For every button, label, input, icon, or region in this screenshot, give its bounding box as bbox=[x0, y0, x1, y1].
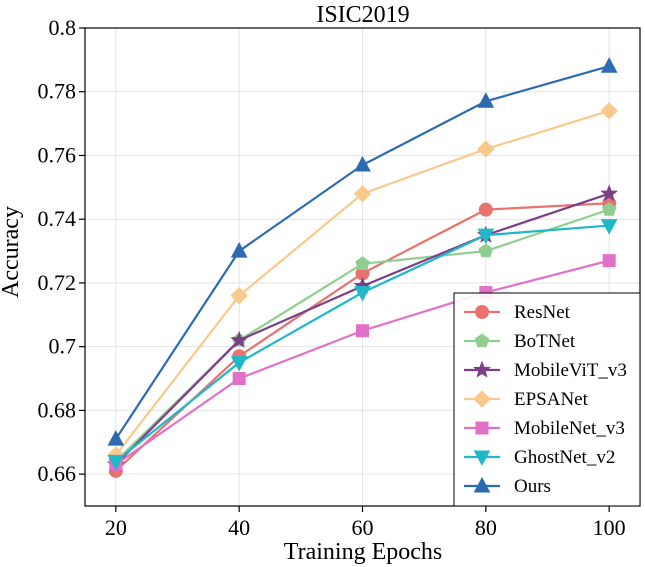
legend-label: ResNet bbox=[514, 302, 571, 323]
data-point-epsanet bbox=[477, 140, 495, 158]
data-point-ghostnet-v2 bbox=[600, 219, 618, 235]
x-axis-ticks: 20 40 60 80 100 bbox=[105, 506, 626, 540]
legend-marker-ours bbox=[473, 476, 491, 493]
data-point-botnet bbox=[601, 202, 617, 216]
y-axis-title: Accuracy bbox=[0, 206, 24, 298]
legend-marker-epsanet bbox=[473, 390, 491, 408]
legend-marker-ghostnet-v2 bbox=[473, 450, 491, 467]
legend-item-mobilevit-v3: MobileViT_v3 bbox=[464, 360, 627, 381]
legend-label: MobileViT_v3 bbox=[514, 360, 627, 381]
legend-label: Ours bbox=[514, 476, 551, 497]
legend-item-resnet: ResNet bbox=[464, 302, 571, 323]
legend-item-ours: Ours bbox=[464, 476, 551, 497]
plot-frame bbox=[84, 27, 641, 507]
legend-item-botnet: BoTNet bbox=[464, 331, 576, 352]
legend-label: GhostNet_v2 bbox=[514, 447, 615, 468]
x-tick-label: 20 bbox=[105, 515, 127, 540]
y-tick-label: 0.76 bbox=[38, 142, 77, 167]
data-point-botnet bbox=[355, 256, 370, 270]
legend-marker-mobilenet-v3 bbox=[475, 421, 489, 435]
legend-label: EPSANet bbox=[514, 389, 589, 410]
chart-title: ISIC2019 bbox=[316, 2, 409, 28]
legend-marker-botnet bbox=[474, 333, 490, 348]
data-point-mobilenet-v3 bbox=[356, 324, 369, 338]
x-tick-label: 100 bbox=[593, 515, 626, 540]
data-point-ours bbox=[354, 155, 371, 172]
data-point-ours bbox=[600, 57, 618, 73]
data-point-ours bbox=[107, 430, 125, 446]
y-tick-label: 0.78 bbox=[38, 79, 77, 104]
data-point-mobilevit-v3 bbox=[230, 330, 249, 348]
legend-item-mobilenet-v3: MobileNet_v3 bbox=[464, 418, 625, 439]
data-point-ours bbox=[477, 92, 495, 108]
data-point-ghostnet-v2 bbox=[107, 454, 125, 471]
data-point-ghostnet-v2 bbox=[354, 285, 371, 302]
series-lines bbox=[106, 57, 619, 478]
data-point-resnet bbox=[478, 202, 493, 217]
series-mobilenet-v3 bbox=[109, 254, 616, 472]
data-point-ghostnet-v2 bbox=[230, 356, 248, 372]
legend: ResNet BoTNet MobileViT_v3 EPSANet MobileNet… bbox=[453, 292, 641, 507]
x-tick-label: 60 bbox=[352, 515, 374, 540]
legend-item-epsanet: EPSANet bbox=[464, 389, 589, 410]
x-axis-title: Training Epochs bbox=[284, 539, 442, 565]
y-tick-label: 0.8 bbox=[49, 15, 77, 40]
data-point-epsanet bbox=[353, 184, 372, 203]
data-point-ours bbox=[230, 242, 248, 258]
legend-label: MobileNet_v3 bbox=[514, 418, 625, 439]
data-point-mobilenet-v3 bbox=[232, 372, 246, 386]
data-point-epsanet bbox=[600, 102, 618, 120]
legend-marker-mobilevit-v3 bbox=[473, 360, 491, 378]
data-point-mobilevit-v3 bbox=[600, 184, 619, 202]
data-point-mobilenet-v3 bbox=[602, 254, 616, 268]
legend-item-ghostnet-v2: GhostNet_v2 bbox=[464, 447, 615, 468]
series-ghostnet-v2 bbox=[107, 219, 618, 471]
data-point-ghostnet-v2 bbox=[477, 228, 495, 245]
y-axis-ticks: 0.66 0.68 0.7 0.72 0.74 0.76 0.78 0.8 bbox=[38, 15, 85, 486]
y-tick-label: 0.68 bbox=[38, 397, 77, 422]
series-ours bbox=[107, 57, 618, 446]
y-tick-label: 0.7 bbox=[49, 334, 77, 359]
x-tick-label: 80 bbox=[475, 515, 497, 540]
y-tick-label: 0.66 bbox=[38, 461, 77, 486]
y-tick-label: 0.74 bbox=[38, 206, 77, 231]
series-epsanet bbox=[107, 102, 618, 464]
data-point-botnet bbox=[478, 243, 494, 258]
legend-label: BoTNet bbox=[514, 331, 576, 352]
legend-marker-resnet bbox=[475, 305, 489, 319]
data-point-epsanet bbox=[230, 286, 248, 305]
x-tick-label: 40 bbox=[228, 515, 250, 540]
y-tick-label: 0.72 bbox=[38, 270, 77, 295]
